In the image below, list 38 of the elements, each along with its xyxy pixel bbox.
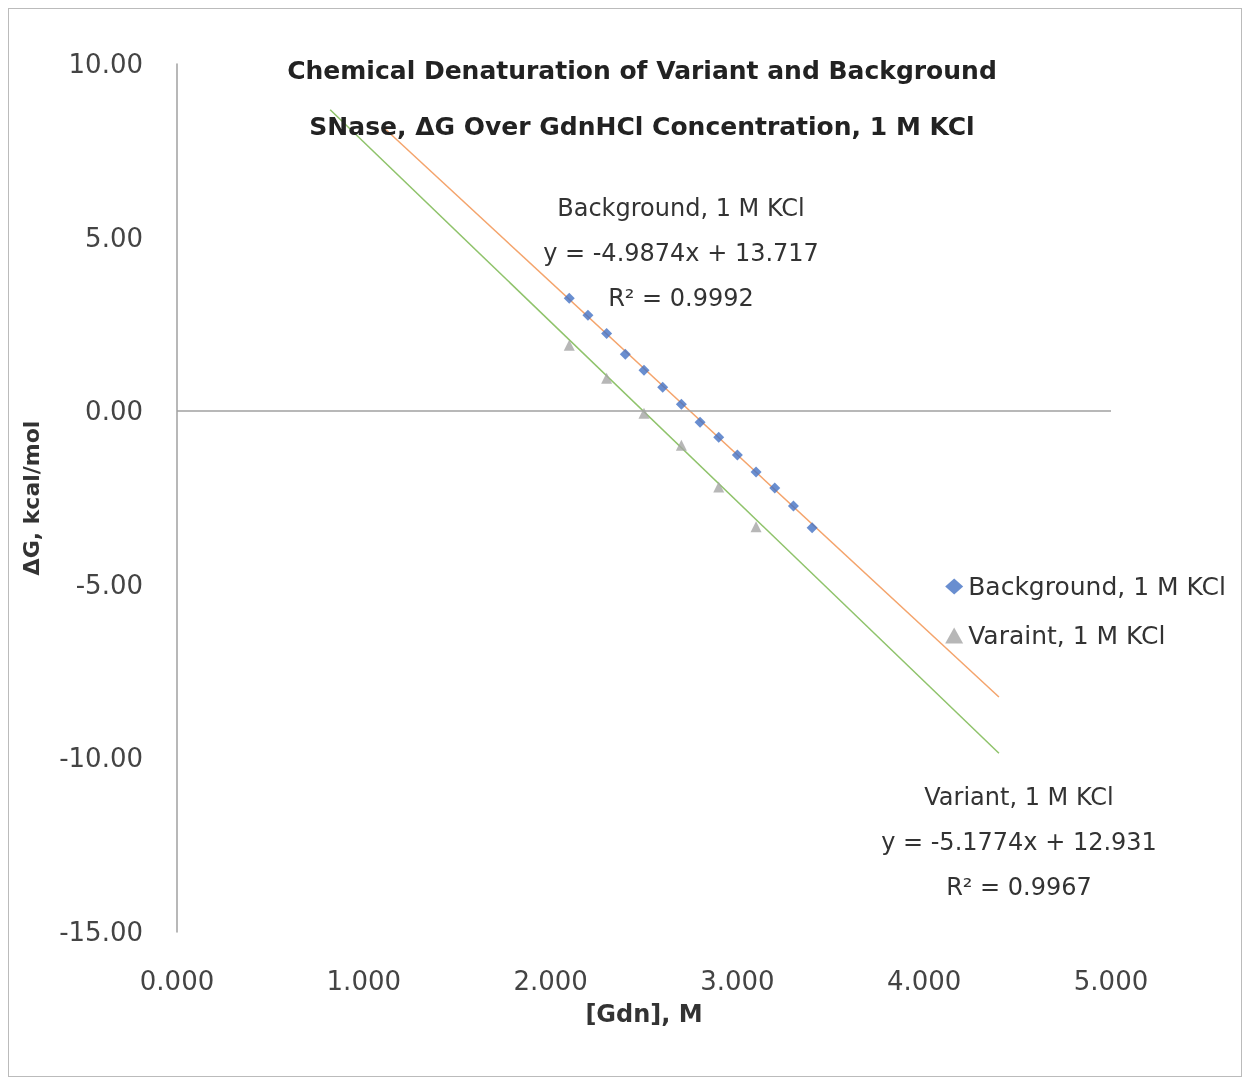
point xyxy=(619,348,631,360)
point xyxy=(638,407,650,419)
x-tick-label: 4.000 xyxy=(886,966,962,996)
x-tick-label: 2.000 xyxy=(513,966,588,996)
y-tick-label: -10.00 xyxy=(59,743,143,774)
y-tick-label: 5.00 xyxy=(85,222,143,253)
point xyxy=(769,482,781,494)
point xyxy=(601,372,613,384)
point xyxy=(582,309,594,321)
point xyxy=(657,381,669,393)
point xyxy=(694,416,706,428)
annotation: Background, 1 M KCl y = -4.9874x + 13.717 R² = 0.9992 xyxy=(543,194,819,312)
point xyxy=(563,292,575,304)
y-tick-label: -15.00 xyxy=(59,917,143,947)
x-tick-label: 5.000 xyxy=(1073,966,1149,996)
point xyxy=(750,466,762,478)
y-tick-label: 0.00 xyxy=(85,396,143,427)
point xyxy=(713,481,725,493)
point xyxy=(787,500,799,512)
point xyxy=(750,521,762,533)
point xyxy=(731,449,743,461)
legend-label: Background, 1 M KCl xyxy=(968,572,1227,601)
y-axis-title: ΔG, kcal/mol xyxy=(18,420,44,576)
point xyxy=(638,364,650,376)
point xyxy=(601,327,613,339)
point xyxy=(675,398,687,410)
legend-label: Varaint, 1 M KCl xyxy=(968,621,1166,650)
x-axis-title: [Gdn], M xyxy=(585,1000,703,1028)
point xyxy=(713,431,725,443)
x-tick-label: 0.000 xyxy=(139,966,215,996)
point xyxy=(806,522,818,534)
y-tick-label: -5.00 xyxy=(75,569,143,600)
x-tick-label: 1.000 xyxy=(326,966,402,996)
annotation: Variant, 1 M KCl y = -5.1774x + 12.931 R² = 0.9967 xyxy=(881,783,1157,901)
y-tick-label: 10.00 xyxy=(68,49,143,79)
point xyxy=(675,439,687,451)
point xyxy=(563,339,575,351)
x-tick-label: 3.000 xyxy=(700,966,775,996)
